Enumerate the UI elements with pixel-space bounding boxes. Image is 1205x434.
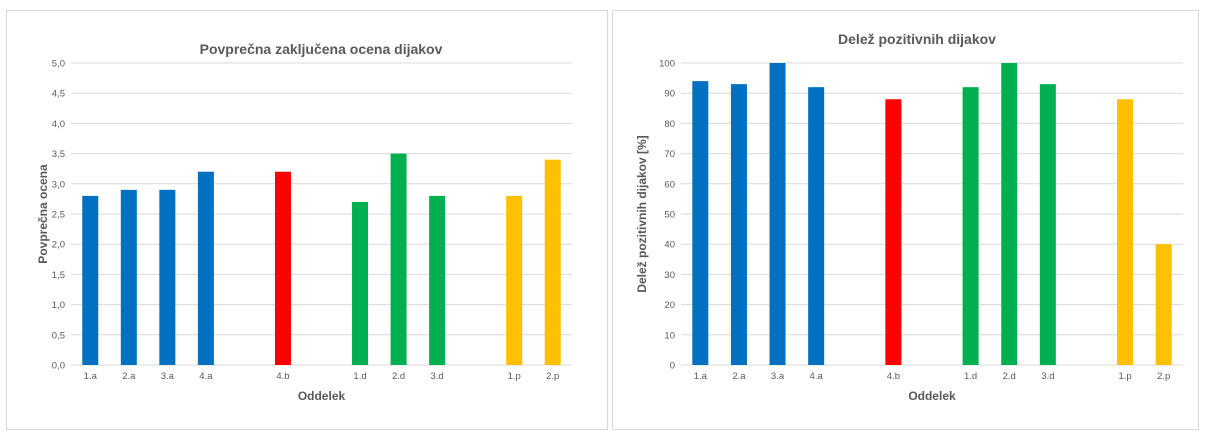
bar-1a (692, 81, 709, 366)
y-tick-label: 60 (664, 179, 675, 190)
x-tick-label: 4.a (810, 371, 824, 382)
x-tick-label: 3.a (161, 371, 175, 382)
y-tick-label: 10 (664, 330, 675, 341)
y-tick-label: 0,0 (52, 361, 65, 372)
y-axis-title: Povprečna ocena (36, 164, 50, 264)
x-tick-label: 1.d (353, 371, 366, 382)
y-tick-label: 1,5 (52, 270, 65, 281)
chart-title: Delež pozitivnih dijakov (838, 31, 996, 47)
y-tick-label: 2,0 (52, 240, 65, 251)
x-tick-label: 4.b (276, 371, 289, 382)
bar-3d (1039, 84, 1056, 365)
x-tick-label: 3.a (771, 371, 785, 382)
y-tick-label: 70 (664, 149, 675, 160)
chart-panel-positive-share: Delež pozitivnih dijakov 0 10 20 30 40 50 60 70 8… (612, 10, 1199, 430)
x-tick-label: 3.d (1041, 371, 1054, 382)
y-tick-label: 4,0 (52, 119, 65, 130)
x-tick-label: 2.d (1003, 371, 1016, 382)
bar-1p (506, 195, 523, 365)
x-tick-label: 4.a (199, 371, 213, 382)
positive-share-chart: Delež pozitivnih dijakov 0 10 20 30 40 50 60 70 8… (635, 31, 1183, 403)
average-grade-chart: Povprečna zaključena ocena dijakov 0,0 0,5… (36, 41, 572, 403)
y-tick-label: 80 (664, 119, 675, 130)
y-tick-label: 0 (670, 361, 675, 372)
y-tick-label: 2,5 (52, 210, 65, 221)
bar-4a (808, 87, 825, 365)
bar-2p (1155, 244, 1172, 365)
bar-2a (120, 189, 137, 365)
y-tick-label: 1,0 (52, 300, 65, 311)
y-tick-label: 40 (664, 240, 675, 251)
x-axis-title: Oddelek (298, 389, 346, 403)
x-tick-label: 3.d (431, 371, 444, 382)
y-axis-title: Delež pozitivnih dijakov [%] (635, 135, 649, 292)
bar-1d (962, 87, 979, 365)
y-tick-label: 20 (664, 300, 675, 311)
y-tick-label: 3,0 (52, 179, 65, 190)
bar-1d (352, 201, 369, 365)
bar-3a (769, 63, 786, 365)
bar-3a (159, 189, 176, 365)
x-tick-label: 4.b (887, 371, 900, 382)
x-tick-label: 1.p (1118, 371, 1131, 382)
y-tick-label: 5,0 (52, 59, 65, 70)
x-tick-label: 1.p (508, 371, 521, 382)
bar-2d (1001, 63, 1018, 365)
x-tick-label: 2.d (392, 371, 405, 382)
y-tick-label: 4,5 (52, 89, 65, 100)
bar-4b (885, 99, 902, 366)
x-tick-label: 1.a (84, 371, 98, 382)
y-tick-label: 90 (664, 89, 675, 100)
bar-2d (390, 153, 407, 365)
chart-panel-average-grade: Povprečna zaključena ocena dijakov 0,0 0,5… (6, 10, 608, 430)
y-tick-label: 3,5 (52, 149, 65, 160)
y-tick-label: 30 (664, 270, 675, 281)
bar-1a (82, 195, 99, 365)
bar-2p (544, 159, 561, 365)
y-tick-label: 0,5 (52, 330, 65, 341)
bar-1p (1117, 99, 1134, 366)
bar-2a (730, 84, 747, 365)
x-tick-label: 2.a (122, 371, 136, 382)
x-axis-title: Oddelek (908, 389, 956, 403)
x-tick-label: 2.p (546, 371, 559, 382)
bar-4b (274, 171, 291, 365)
bar-3d (429, 195, 446, 365)
x-tick-label: 1.d (964, 371, 977, 382)
x-tick-label: 1.a (694, 371, 708, 382)
x-tick-label: 2.p (1157, 371, 1170, 382)
bar-4a (197, 171, 214, 365)
x-tick-label: 2.a (732, 371, 746, 382)
y-tick-label: 100 (659, 59, 675, 70)
chart-title: Povprečna zaključena ocena dijakov (200, 41, 443, 57)
y-tick-label: 50 (664, 210, 675, 221)
